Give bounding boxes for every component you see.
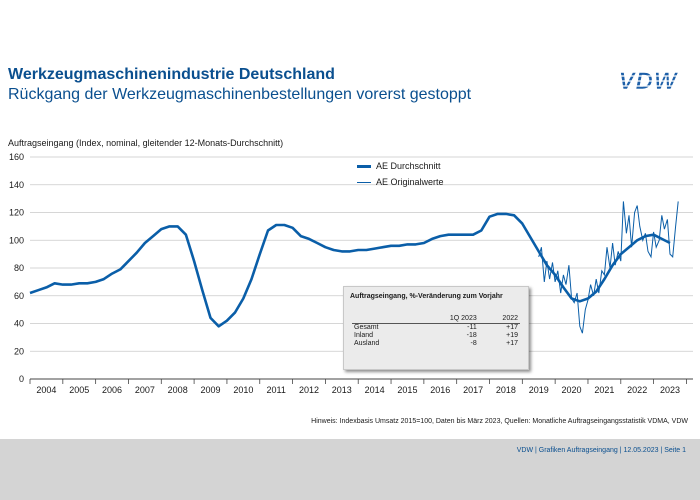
- y-axis-label: Auftragseingang (Index, nominal, gleiten…: [8, 138, 284, 148]
- y-tick-label: 80: [14, 263, 24, 273]
- x-tick-label: 2016: [430, 385, 450, 395]
- row-value-q1: -18: [466, 332, 477, 339]
- legend-item-average: AE Durchschnitt: [357, 158, 444, 174]
- page-title: Werkzeugmaschinenindustrie Deutschland: [8, 66, 335, 83]
- footer-text: VDW | Grafiken Auftragseingang | 12.05.2…: [516, 447, 686, 454]
- y-tick-label: 20: [14, 346, 24, 356]
- x-tick-label: 2008: [168, 385, 188, 395]
- x-tick-label: 2019: [529, 385, 549, 395]
- x-tick-label: 2011: [266, 385, 285, 395]
- inset-header-q1: 1Q 2023: [449, 315, 477, 322]
- table-row: Ausland -8 +17: [352, 340, 520, 348]
- y-tick-label: 100: [9, 235, 24, 245]
- series-line-original: [538, 201, 679, 334]
- vdw-logo: VDW: [603, 68, 693, 94]
- chart-legend: AE Durchschnitt AE Originalwerte: [357, 158, 444, 190]
- row-label: Inland: [354, 332, 374, 339]
- x-tick-label: 2010: [233, 385, 253, 395]
- x-tick-label: 2007: [135, 385, 155, 395]
- series-line-average: [29, 212, 671, 328]
- y-tick-label: 140: [9, 180, 24, 190]
- row-label: Gesamt: [354, 324, 379, 331]
- row-label: Ausland: [354, 340, 380, 347]
- x-tick-label: 2020: [562, 385, 582, 395]
- row-value-2022: +17: [506, 324, 518, 331]
- x-tick-label: 2022: [627, 385, 647, 395]
- x-tick-label: 2009: [201, 385, 221, 395]
- inset-table-title: Auftragseingang, %-Veränderung zum Vorja…: [350, 293, 503, 300]
- x-tick-label: 2006: [102, 385, 122, 395]
- row-value-2022: +19: [506, 332, 518, 339]
- inset-header-blank: [352, 315, 414, 324]
- x-tick-label: 2013: [332, 385, 352, 395]
- page-subtitle: Rückgang der Werkzeugmaschinenbestellung…: [8, 86, 472, 103]
- row-value-q1: -11: [467, 324, 477, 331]
- x-tick-label: 2014: [365, 385, 385, 395]
- table-row: Gesamt -11 +17: [352, 324, 520, 333]
- source-note: Hinweis: Indexbasis Umsatz 2015=100, Dat…: [311, 418, 688, 425]
- x-tick-label: 2015: [397, 385, 417, 395]
- y-tick-label: 0: [19, 374, 24, 384]
- row-value-q1: -8: [470, 340, 477, 347]
- x-tick-label: 2004: [36, 385, 56, 395]
- x-tick-label: 2012: [299, 385, 319, 395]
- x-tick-label: 2018: [496, 385, 516, 395]
- y-tick-label: 120: [9, 208, 24, 218]
- inset-table-header-row: 1Q 2023 2022: [352, 315, 520, 324]
- x-tick-label: 2005: [69, 385, 89, 395]
- legend-item-original: AE Originalwerte: [357, 174, 444, 190]
- footer-band: [0, 439, 700, 500]
- x-tick-label: 2017: [463, 385, 483, 395]
- y-tick-label: 60: [14, 291, 24, 301]
- y-tick-label: 40: [14, 319, 24, 329]
- legend-swatch-thick: [357, 164, 371, 168]
- legend-swatch-thin: [357, 181, 371, 183]
- x-tick-label: 2023: [660, 385, 680, 395]
- row-value-2022: +17: [506, 340, 518, 347]
- y-tick-label: 160: [9, 152, 24, 162]
- inset-table-box: Auftragseingang, %-Veränderung zum Vorja…: [343, 286, 529, 370]
- legend-label-original: AE Originalwerte: [376, 177, 444, 187]
- legend-label-average: AE Durchschnitt: [376, 161, 441, 171]
- x-tick-label: 2021: [594, 385, 614, 395]
- table-row: Inland -18 +19: [352, 332, 520, 340]
- inset-header-2022: 2022: [502, 315, 518, 322]
- inset-table: 1Q 2023 2022 Gesamt -11 +17 Inland -18 +…: [352, 315, 520, 348]
